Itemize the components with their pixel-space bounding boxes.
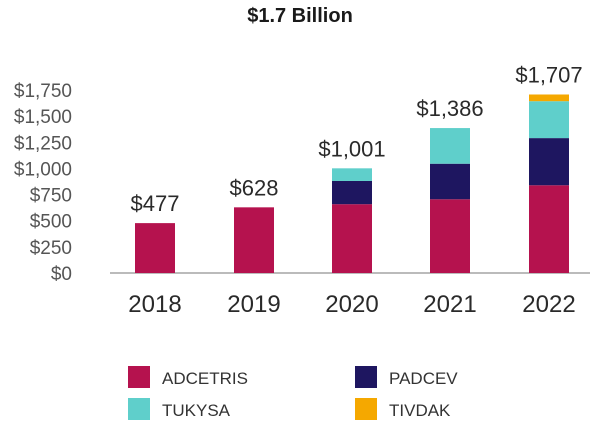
y-tick-label: $1,500 (14, 107, 72, 128)
bar-total-label: $628 (230, 175, 279, 200)
bar-total-label: $1,386 (416, 96, 483, 121)
bar-segment-padcev-2021 (430, 163, 470, 200)
legend-label-adcetris: ADCETRIS (162, 369, 248, 388)
x-tick-label: 2022 (522, 291, 575, 318)
legend-swatch-tivdak (355, 398, 377, 420)
y-tick-label: $1,750 (14, 81, 72, 102)
x-tick-label: 2020 (325, 291, 378, 318)
bar-segment-adcetris-2018 (135, 223, 175, 273)
legend-swatch-tukysa (128, 398, 150, 420)
bar-segment-tukysa-2021 (430, 128, 470, 164)
chart-title: $1.7 Billion (247, 5, 353, 27)
y-tick-label: $250 (30, 238, 72, 259)
legend-swatch-padcev (355, 366, 377, 388)
legend-label-tivdak: TIVDAK (389, 401, 451, 420)
bar-segment-adcetris-2019 (234, 207, 274, 273)
bar-segment-padcev-2022 (529, 138, 569, 186)
legend-label-tukysa: TUKYSA (162, 401, 231, 420)
legend-swatch-adcetris (128, 366, 150, 388)
bar-segment-tukysa-2020 (332, 168, 372, 181)
bar-segment-tivdak-2022 (529, 94, 569, 102)
y-tick-label: $0 (51, 264, 72, 285)
y-tick-label: $1,000 (14, 159, 72, 180)
bar-segment-padcev-2020 (332, 180, 372, 205)
bars-group: $477 $628 $1,001 $1,386 $1,707 (131, 62, 583, 273)
x-tick-label: 2019 (227, 291, 280, 318)
bar-total-label: $1,001 (318, 136, 385, 161)
x-tick-label: 2021 (423, 291, 476, 318)
bar-segment-adcetris-2022 (529, 185, 569, 273)
y-axis: $0 $250 $500 $750 $1,000 $1,250 $1,500 $1,750 (14, 81, 72, 285)
y-tick-label: $750 (30, 186, 72, 207)
bar-segment-adcetris-2021 (430, 199, 470, 273)
legend-label-padcev: PADCEV (389, 369, 458, 388)
bar-segment-adcetris-2020 (332, 204, 372, 273)
x-tick-label: 2018 (128, 291, 181, 318)
bar-total-label: $1,707 (515, 62, 582, 87)
x-axis: 2018 2019 2020 2021 2022 (128, 291, 575, 318)
bar-segment-tukysa-2022 (529, 101, 569, 139)
legend: ADCETRIS PADCEV TUKYSA TIVDAK (128, 366, 458, 420)
bar-total-label: $477 (131, 191, 180, 216)
y-tick-label: $1,250 (14, 133, 72, 154)
y-tick-label: $500 (30, 212, 72, 233)
